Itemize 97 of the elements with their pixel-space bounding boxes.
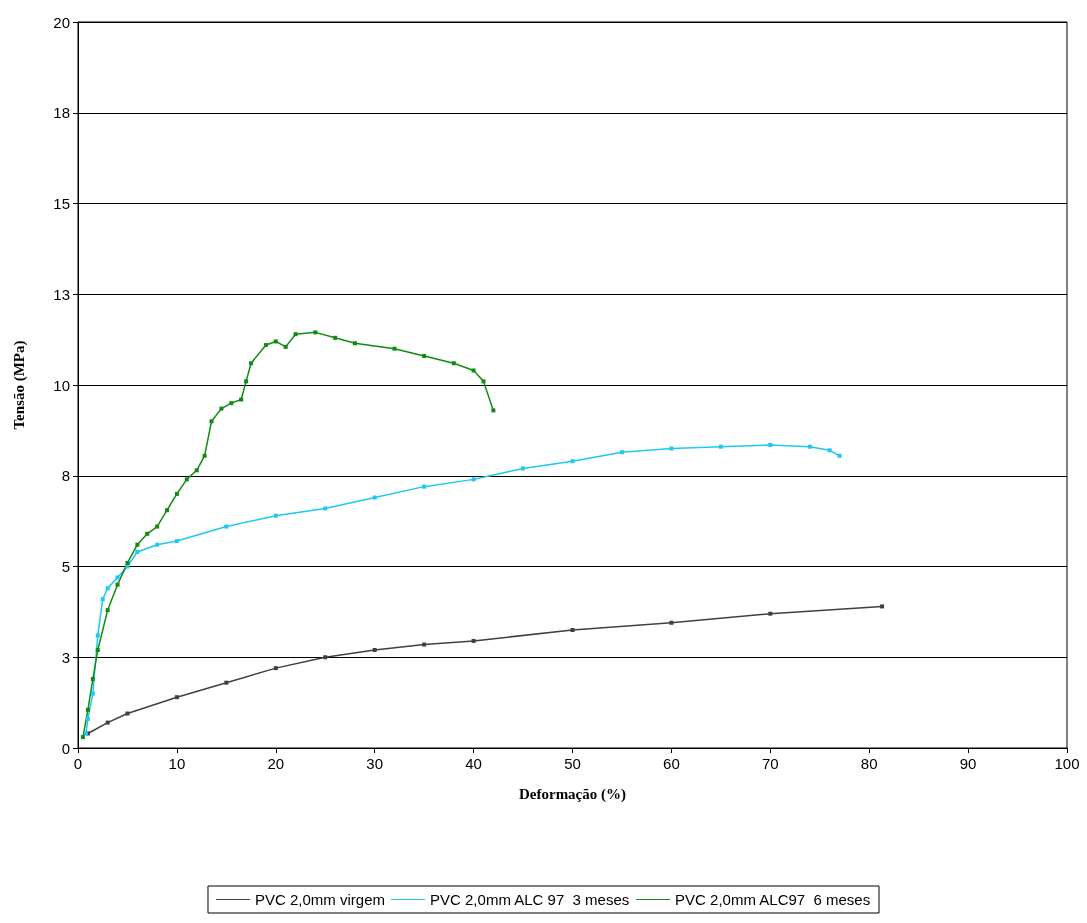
point bbox=[669, 446, 674, 451]
point bbox=[352, 341, 357, 346]
point bbox=[125, 711, 130, 716]
point bbox=[422, 642, 427, 647]
y-axis-title: Tensão (MPa) bbox=[10, 340, 28, 430]
point bbox=[880, 604, 885, 609]
y-tick-label: 10 bbox=[53, 376, 70, 394]
point bbox=[184, 477, 189, 482]
legend-label: PVC 2,0mm ALC97 6 meses bbox=[675, 891, 871, 908]
x-tick-label: 70 bbox=[761, 755, 779, 772]
x-axis-title: Deformação (%) bbox=[518, 785, 627, 803]
point bbox=[570, 628, 575, 633]
y-tick-label: 5 bbox=[61, 558, 70, 575]
y-tick-label: 13 bbox=[53, 285, 70, 303]
point bbox=[174, 539, 179, 544]
x-tick-label: 50 bbox=[564, 755, 581, 772]
point bbox=[155, 542, 160, 547]
point bbox=[115, 582, 120, 587]
point bbox=[273, 666, 278, 671]
point bbox=[135, 549, 140, 554]
point bbox=[570, 459, 575, 464]
point bbox=[202, 453, 207, 458]
point bbox=[807, 444, 812, 449]
point bbox=[125, 564, 130, 569]
point bbox=[273, 513, 278, 518]
point bbox=[333, 335, 338, 340]
point bbox=[80, 735, 85, 740]
point bbox=[471, 477, 476, 482]
y-tick-label: 18 bbox=[53, 104, 70, 122]
point bbox=[90, 691, 95, 696]
point bbox=[229, 401, 234, 406]
point bbox=[392, 346, 397, 351]
y-tick-label: 15 bbox=[53, 195, 70, 212]
x-tick-label: 60 bbox=[663, 755, 680, 772]
point bbox=[105, 586, 110, 591]
point bbox=[718, 444, 723, 449]
point bbox=[174, 491, 179, 496]
point bbox=[165, 508, 170, 513]
point bbox=[155, 524, 160, 529]
point bbox=[273, 339, 278, 344]
y-tick-label: 20 bbox=[53, 13, 70, 31]
point bbox=[293, 332, 298, 337]
legend-label: PVC 2,0mm ALC 97 3 meses bbox=[430, 891, 630, 908]
point bbox=[491, 408, 496, 413]
point bbox=[263, 343, 268, 348]
x-tick-label: 20 bbox=[267, 755, 285, 772]
point bbox=[669, 620, 674, 625]
x-tick-label: 80 bbox=[860, 755, 878, 772]
point bbox=[768, 611, 773, 616]
point bbox=[422, 353, 427, 358]
x-tick-label: 30 bbox=[366, 755, 384, 772]
x-tick-label: 40 bbox=[465, 755, 482, 772]
point bbox=[135, 542, 140, 547]
y-tick-label: 8 bbox=[61, 467, 70, 485]
point bbox=[372, 647, 377, 652]
point bbox=[521, 466, 526, 471]
point bbox=[125, 560, 130, 565]
point bbox=[224, 680, 229, 685]
point bbox=[105, 608, 110, 613]
point bbox=[105, 720, 110, 725]
point bbox=[85, 716, 90, 721]
y-tick-label: 0 bbox=[61, 739, 70, 757]
point bbox=[194, 468, 199, 473]
point bbox=[239, 397, 244, 402]
point bbox=[115, 575, 120, 580]
point bbox=[145, 531, 150, 536]
point bbox=[323, 506, 328, 511]
point bbox=[85, 707, 90, 712]
point bbox=[471, 638, 476, 643]
point bbox=[451, 361, 456, 366]
point bbox=[244, 379, 249, 384]
point bbox=[323, 655, 328, 660]
point bbox=[219, 406, 224, 411]
x-tick-label: 10 bbox=[168, 755, 186, 772]
point bbox=[224, 524, 229, 529]
point bbox=[481, 379, 486, 384]
legend-label: PVC 2,0mm virgem bbox=[254, 891, 386, 908]
point bbox=[174, 695, 179, 700]
point bbox=[422, 484, 427, 489]
point bbox=[837, 453, 842, 458]
point bbox=[249, 361, 254, 366]
point bbox=[100, 597, 105, 602]
point bbox=[95, 633, 100, 638]
point bbox=[209, 419, 214, 424]
y-tick-label: 3 bbox=[61, 648, 70, 666]
point bbox=[95, 647, 100, 652]
x-tick-label: 100 bbox=[1054, 755, 1080, 772]
point bbox=[827, 448, 832, 453]
point bbox=[313, 330, 318, 335]
point bbox=[768, 442, 773, 447]
point bbox=[619, 450, 624, 455]
x-tick-label: 0 bbox=[73, 755, 83, 772]
point bbox=[283, 344, 288, 349]
point bbox=[471, 368, 476, 373]
point bbox=[372, 495, 377, 500]
x-tick-label: 90 bbox=[959, 755, 977, 772]
point bbox=[90, 677, 95, 682]
